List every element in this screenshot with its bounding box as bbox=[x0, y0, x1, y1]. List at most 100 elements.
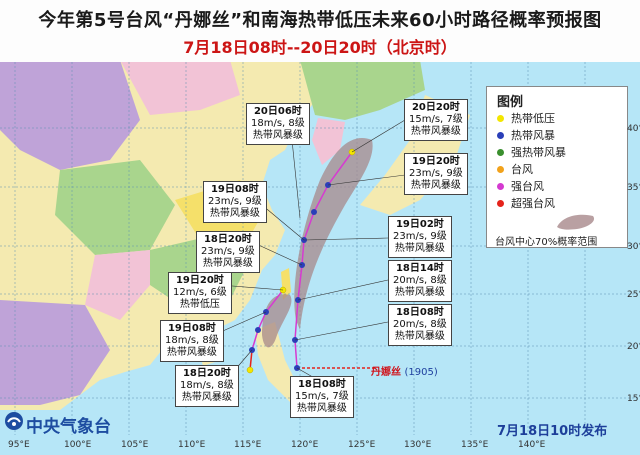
annotation-wind: 12m/s, 6级 bbox=[173, 287, 227, 298]
annotation-grade: 热带风暴级 bbox=[181, 392, 232, 403]
legend-item-ty: 台风 bbox=[497, 162, 533, 176]
annotation-box: 19日20时 23m/s, 9级 热带风暴级 bbox=[404, 153, 468, 195]
legend-dot-ts bbox=[497, 131, 504, 139]
page-title: 今年第5号台风“丹娜丝”和南海热带低压未来60小时路径概率预报图 bbox=[38, 10, 602, 31]
lon-label: 100°E bbox=[64, 440, 92, 450]
legend-label: 强热带风暴 bbox=[511, 146, 566, 159]
annotation-wind: 23m/s, 9级 bbox=[409, 168, 463, 179]
lat-label: 20°N bbox=[627, 342, 640, 352]
annotation-grade: 热带风暴级 bbox=[410, 126, 461, 137]
annotation-grade: 热带风暴级 bbox=[296, 403, 347, 414]
legend-label: 超强台风 bbox=[511, 197, 555, 210]
lat-label: 40°N bbox=[627, 124, 640, 134]
annotation-box: 20日06时 18m/s, 8级 热带风暴级 bbox=[246, 103, 310, 145]
agency-name: 中央气象台 bbox=[26, 417, 111, 437]
annotation-wind: 18m/s, 8级 bbox=[180, 380, 234, 391]
annotation-time: 19日02时 bbox=[395, 219, 444, 230]
annotation-time: 18日08时 bbox=[395, 307, 444, 318]
lon-label: 125°E bbox=[348, 440, 376, 450]
lat-label: 15°N bbox=[627, 394, 640, 404]
track-south-forecast bbox=[251, 289, 284, 351]
track-point bbox=[311, 209, 317, 215]
legend-dot-sty bbox=[497, 182, 504, 190]
lon-label: 95°E bbox=[8, 440, 30, 450]
annotation-box: 18日14时 20m/s, 8级 热带风暴级 bbox=[388, 260, 452, 302]
annotation-box: 18日20时 23m/s, 9级 热带风暴级 bbox=[196, 231, 260, 273]
storm-label: 丹娜丝 (1905) bbox=[371, 363, 438, 378]
annotation-time: 20日20时 bbox=[411, 102, 460, 113]
annotation-wind: 18m/s, 8级 bbox=[251, 118, 305, 129]
annotation-wind: 20m/s, 8级 bbox=[393, 275, 447, 286]
legend-dot-sts bbox=[497, 148, 504, 156]
lat-label: 25°N bbox=[627, 290, 640, 300]
annotation-grade: 热带风暴级 bbox=[202, 258, 253, 269]
lon-label: 140°E bbox=[518, 440, 546, 450]
legend-prob-label: 台风中心70%概率范围 bbox=[495, 237, 598, 248]
annotation-wind: 20m/s, 8级 bbox=[393, 319, 447, 330]
annotation-grade: 热带风暴级 bbox=[394, 287, 445, 298]
annotation-box: 20日20时 15m/s, 7级 热带风暴级 bbox=[404, 99, 468, 141]
lon-label: 110°E bbox=[178, 440, 206, 450]
annotation-wind: 23m/s, 9级 bbox=[393, 231, 447, 242]
legend-item-sts: 强热带风暴 bbox=[497, 145, 566, 159]
annotation-time: 18日08时 bbox=[297, 379, 346, 390]
annotation-box: 19日20时 12m/s, 6级 热带低压 bbox=[168, 272, 232, 314]
legend-label: 热带低压 bbox=[511, 112, 555, 125]
annotation-time: 19日20时 bbox=[411, 156, 460, 167]
land-region-southwest bbox=[0, 300, 110, 405]
legend-dot-superty bbox=[497, 199, 504, 207]
annotation-box: 19日08时 18m/s, 8级 热带风暴级 bbox=[160, 320, 224, 362]
track-main-forecast bbox=[294, 151, 353, 369]
legend-cone-swatch bbox=[557, 214, 595, 230]
land-region-west bbox=[55, 160, 175, 255]
annotation-grade: 热带风暴级 bbox=[209, 208, 260, 219]
lon-label: 130°E bbox=[404, 440, 432, 450]
track-south-observed bbox=[249, 349, 253, 371]
annotation-grade: 热带低压 bbox=[179, 299, 220, 310]
annotation-box: 18日08时 20m/s, 8级 热带风暴级 bbox=[388, 304, 452, 346]
storm-code: (1905) bbox=[404, 367, 438, 378]
lat-label: 30°N bbox=[627, 242, 640, 252]
lon-label: 115°E bbox=[234, 440, 262, 450]
legend: 图例 热带低压 热带风暴 强热带风暴 台风 强台风 超强台风 台风中心70%概率… bbox=[486, 86, 628, 248]
land-region-south bbox=[85, 250, 150, 320]
storm-name: 丹娜丝 bbox=[371, 367, 401, 378]
lon-label: 105°E bbox=[121, 440, 149, 450]
annotation-time: 18日14时 bbox=[395, 263, 444, 274]
annotation-time: 19日08时 bbox=[167, 323, 216, 334]
land-region-northeast bbox=[300, 60, 425, 120]
annotation-grade: 热带风暴级 bbox=[166, 347, 217, 358]
page-subtitle: 7月18日08时--20日20时（北京时） bbox=[183, 38, 457, 57]
annotation-grade: 热带风暴级 bbox=[252, 130, 303, 141]
annotation-time: 18日20时 bbox=[182, 368, 231, 379]
annotation-time: 20日06时 bbox=[253, 106, 302, 117]
annotation-wind: 15m/s, 7级 bbox=[295, 391, 349, 402]
annotation-wind: 23m/s, 9级 bbox=[201, 246, 255, 257]
lon-label: 135°E bbox=[461, 440, 489, 450]
land-korea bbox=[312, 118, 345, 165]
lat-label: 35°N bbox=[627, 183, 640, 193]
track-point bbox=[246, 366, 254, 374]
legend-dot-ty bbox=[497, 165, 504, 173]
legend-item-superty: 超强台风 bbox=[497, 196, 555, 210]
annotation-box: 19日02时 23m/s, 9级 热带风暴级 bbox=[388, 216, 452, 258]
lon-label: 120°E bbox=[291, 440, 319, 450]
annotation-box: 18日20时 18m/s, 8级 热带风暴级 bbox=[175, 365, 239, 407]
title-block: 今年第5号台风“丹娜丝”和南海热带低压未来60小时路径概率预报图 7月18日08… bbox=[0, 0, 640, 62]
annotation-time: 19日08时 bbox=[210, 184, 259, 195]
land-region-northwest bbox=[0, 60, 140, 170]
annotation-grade: 热带风暴级 bbox=[410, 180, 461, 191]
legend-item-sty: 强台风 bbox=[497, 179, 544, 193]
legend-title: 图例 bbox=[497, 95, 524, 110]
cma-logo-icon bbox=[5, 412, 23, 430]
legend-item-ts: 热带风暴 bbox=[497, 128, 555, 142]
legend-label: 强台风 bbox=[511, 180, 544, 193]
annotation-wind: 18m/s, 8级 bbox=[165, 335, 219, 346]
legend-item-td: 热带低压 bbox=[497, 111, 555, 125]
annotation-box: 19日08时 23m/s, 9级 热带风暴级 bbox=[203, 181, 267, 223]
annotation-wind: 15m/s, 7级 bbox=[409, 114, 463, 125]
legend-label: 台风 bbox=[511, 163, 533, 176]
annotation-time: 18日20时 bbox=[203, 234, 252, 245]
annotation-box: 18日08时 15m/s, 7级 热带风暴级 bbox=[290, 376, 354, 418]
